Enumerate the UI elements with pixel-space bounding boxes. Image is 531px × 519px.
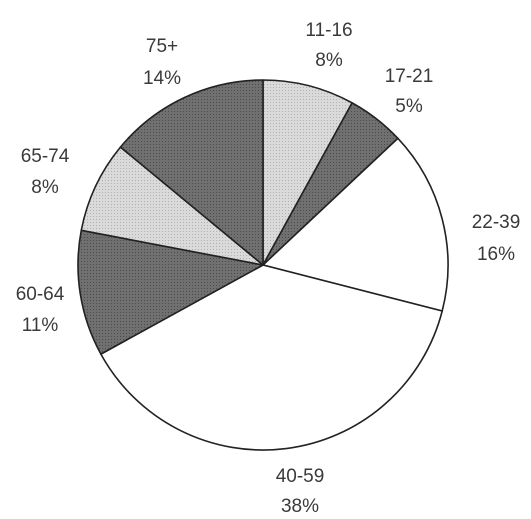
pie-slice-22-39 — [262, 137, 449, 312]
slice-category-label: 11-16 — [305, 20, 352, 41]
pie-slice-65-74 — [80, 146, 264, 266]
slice-label-17-21: 17-21 5% — [385, 66, 434, 117]
slice-percent-label: 38% — [281, 496, 319, 517]
slice-label-60-64: 60-64 11% — [16, 284, 65, 336]
pie-slice-75-plus — [119, 79, 264, 266]
slice-percent-label: 8% — [315, 50, 343, 71]
pie-slice-60-64 — [77, 229, 264, 355]
slice-percent-label: 11% — [22, 315, 59, 336]
slice-category-label: 17-21 — [385, 66, 434, 87]
slice-percent-label: 14% — [143, 68, 181, 89]
slice-percent-label: 8% — [31, 177, 59, 198]
slice-label-65-74: 65-74 8% — [21, 146, 70, 198]
slice-category-label: 22-39 — [472, 212, 521, 233]
pie-slice-40-59 — [100, 264, 443, 451]
slice-category-label: 75+ — [146, 36, 178, 57]
slice-label-11-16: 11-16 8% — [305, 20, 352, 71]
slice-category-label: 40-59 — [276, 466, 325, 487]
slice-label-75-plus: 75+ 14% — [143, 36, 181, 89]
slice-category-label: 60-64 — [16, 284, 65, 305]
slice-label-22-39: 22-39 16% — [472, 212, 521, 265]
slice-category-label: 65-74 — [21, 146, 70, 167]
pie-slice-11-16 — [262, 79, 353, 266]
pie-slices — [77, 79, 449, 451]
slice-label-40-59: 40-59 38% — [276, 466, 325, 517]
slice-percent-label: 5% — [395, 96, 423, 117]
slice-percent-label: 16% — [477, 244, 515, 265]
